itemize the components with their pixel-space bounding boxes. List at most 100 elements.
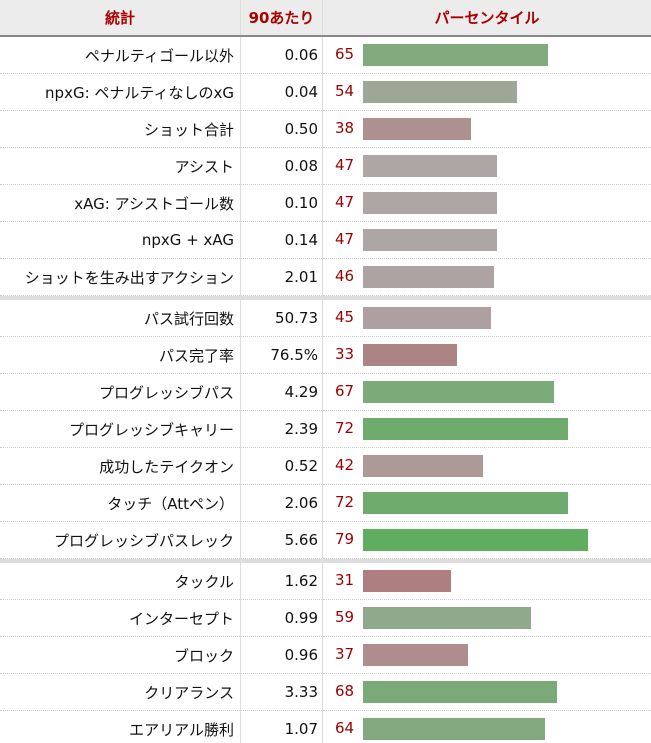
- percentile-value: 54: [335, 82, 355, 100]
- stat-name: パス完了率: [0, 336, 241, 374]
- percentile-bar: [363, 492, 569, 514]
- per90-value: 0.14: [240, 221, 323, 259]
- stat-name: プログレッシブパス: [0, 373, 241, 411]
- percentile-cell: 38: [322, 110, 651, 148]
- percentile-cell: 79: [322, 521, 651, 559]
- per90-value: 1.62: [240, 563, 323, 600]
- per90-value: 0.52: [240, 447, 323, 485]
- percentile-value: 37: [335, 645, 355, 663]
- table-row: アシスト 0.08 47: [0, 147, 651, 185]
- percentile-value: 68: [335, 682, 355, 700]
- per90-value: 5.66: [240, 521, 323, 559]
- table-row: タックル 1.62 31: [0, 563, 651, 600]
- percentile-cell: 45: [322, 300, 651, 337]
- stat-name: クリアランス: [0, 673, 241, 711]
- percentile-bar: [363, 192, 497, 214]
- table-row: ブロック 0.96 37: [0, 636, 651, 674]
- percentile-cell: 37: [322, 636, 651, 674]
- per90-value: 2.01: [240, 258, 323, 296]
- percentile-cell: 42: [322, 447, 651, 485]
- percentile-cell: 31: [322, 563, 651, 600]
- per90-value: 0.10: [240, 184, 323, 222]
- table-row: 成功したテイクオン 0.52 42: [0, 447, 651, 485]
- percentile-bar: [363, 570, 452, 592]
- percentile-cell: 46: [322, 258, 651, 296]
- percentile-cell: 54: [322, 73, 651, 111]
- percentile-value: 46: [335, 267, 355, 285]
- percentile-bar: [363, 644, 469, 666]
- per90-value: 0.99: [240, 599, 323, 637]
- percentile-value: 72: [335, 419, 355, 437]
- per90-value: 4.29: [240, 373, 323, 411]
- percentile-value: 64: [335, 719, 355, 737]
- table-row: xAG: アシストゴール数 0.10 47: [0, 184, 651, 222]
- per90-value: 0.06: [240, 36, 323, 74]
- header-stat[interactable]: 統計: [0, 0, 241, 37]
- percentile-bar: [363, 118, 472, 140]
- percentile-bar: [363, 418, 569, 440]
- table-row: npxG + xAG 0.14 47: [0, 221, 651, 259]
- percentile-value: 47: [335, 193, 355, 211]
- percentile-value: 42: [335, 456, 355, 474]
- group-separator: [0, 295, 651, 300]
- stat-name: ブロック: [0, 636, 241, 674]
- per90-value: 0.96: [240, 636, 323, 674]
- percentile-value: 65: [335, 45, 355, 63]
- per90-value: 2.39: [240, 410, 323, 448]
- header-per90[interactable]: 90あたり: [240, 0, 323, 37]
- separator-cell: [0, 295, 651, 300]
- percentile-value: 59: [335, 608, 355, 626]
- percentile-bar: [363, 81, 517, 103]
- percentile-bar: [363, 529, 589, 551]
- stat-name: npxG + xAG: [0, 221, 241, 259]
- stat-name: ショットを生み出すアクション: [0, 258, 241, 296]
- stat-name: エアリアル勝利: [0, 710, 241, 743]
- percentile-cell: 59: [322, 599, 651, 637]
- group-separator: [0, 558, 651, 563]
- percentile-cell: 64: [322, 710, 651, 743]
- table-row: タッチ（Attペン） 2.06 72: [0, 484, 651, 522]
- per90-value: 0.08: [240, 147, 323, 185]
- table-row: パス試行回数 50.73 45: [0, 300, 651, 337]
- table-row: ショットを生み出すアクション 2.01 46: [0, 258, 651, 296]
- stat-name: xAG: アシストゴール数: [0, 184, 241, 222]
- stat-name: アシスト: [0, 147, 241, 185]
- separator-cell: [0, 558, 651, 563]
- per90-value: 1.07: [240, 710, 323, 743]
- percentile-value: 38: [335, 119, 355, 137]
- percentile-bar: [363, 455, 483, 477]
- percentile-cell: 47: [322, 184, 651, 222]
- percentile-bar: [363, 44, 549, 66]
- percentile-cell: 72: [322, 484, 651, 522]
- stat-name: ペナルティゴール以外: [0, 36, 241, 74]
- percentile-cell: 65: [322, 36, 651, 74]
- percentile-cell: 68: [322, 673, 651, 711]
- percentile-cell: 72: [322, 410, 651, 448]
- table-row: ショット合計 0.50 38: [0, 110, 651, 148]
- percentile-cell: 47: [322, 221, 651, 259]
- percentile-cell: 33: [322, 336, 651, 374]
- percentile-value: 67: [335, 382, 355, 400]
- stat-name: タックル: [0, 563, 241, 600]
- header-percentile[interactable]: パーセンタイル: [322, 0, 651, 37]
- stat-name: ショット合計: [0, 110, 241, 148]
- table-row: プログレッシブパス 4.29 67: [0, 373, 651, 411]
- table-row: エアリアル勝利 1.07 64: [0, 710, 651, 743]
- table-row: npxG: ペナルティなしのxG 0.04 54: [0, 73, 651, 111]
- percentile-value: 45: [335, 308, 355, 326]
- stat-name: タッチ（Attペン）: [0, 484, 241, 522]
- percentile-bar: [363, 381, 554, 403]
- table-row: プログレッシブパスレック 5.66 79: [0, 521, 651, 559]
- per90-value: 2.06: [240, 484, 323, 522]
- percentile-value: 31: [335, 571, 355, 589]
- percentile-cell: 47: [322, 147, 651, 185]
- stat-name: パス試行回数: [0, 300, 241, 337]
- per90-value: 76.5%: [240, 336, 323, 374]
- percentile-cell: 67: [322, 373, 651, 411]
- percentile-bar: [363, 155, 497, 177]
- stat-name: npxG: ペナルティなしのxG: [0, 73, 241, 111]
- stat-name: プログレッシブパスレック: [0, 521, 241, 559]
- percentile-value: 47: [335, 230, 355, 248]
